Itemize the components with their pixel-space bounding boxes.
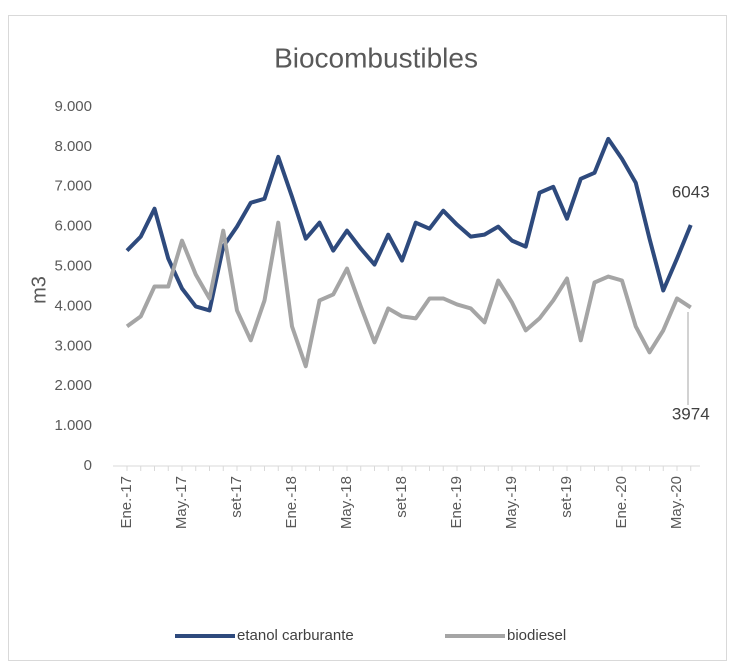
x-tick-label: set-17 (228, 476, 245, 518)
series-line (125, 220, 692, 369)
x-tick-label: Ene.-17 (118, 476, 135, 529)
y-tick-label: 8.000 (54, 138, 92, 155)
x-tick-label: Ene.-19 (448, 476, 465, 529)
x-tick-label: Ene.-18 (283, 476, 300, 529)
x-tick-label: May.-17 (173, 476, 190, 529)
y-tick-label: 7.000 (54, 178, 92, 195)
y-tick-label: 9.000 (54, 98, 92, 115)
legend-label: etanol carburante (237, 627, 354, 644)
series-line (125, 136, 693, 313)
x-tick-label: set-18 (393, 476, 410, 518)
y-tick-label: 2.000 (54, 377, 92, 394)
x-tick-label: set-19 (558, 476, 575, 518)
y-tick-label: 0 (84, 457, 92, 474)
legend-label: biodiesel (507, 627, 566, 644)
x-tick-label: May.-20 (668, 476, 685, 529)
y-tick-label: 5.000 (54, 258, 92, 275)
chart-frame (8, 15, 727, 661)
y-tick-label: 4.000 (54, 297, 92, 314)
y-tick-label: 1.000 (54, 417, 92, 434)
x-tick-label: Ene.-20 (613, 476, 630, 529)
y-tick-label: 3.000 (54, 337, 92, 354)
data-label: 6043 (672, 182, 710, 201)
x-tick-label: May.-18 (338, 476, 355, 529)
chart-title: Biocombustibles (274, 42, 478, 73)
y-axis-title: m3 (28, 276, 50, 304)
data-label: 3974 (672, 404, 710, 423)
y-tick-label: 6.000 (54, 218, 92, 235)
x-tick-label: May.-19 (503, 476, 520, 529)
